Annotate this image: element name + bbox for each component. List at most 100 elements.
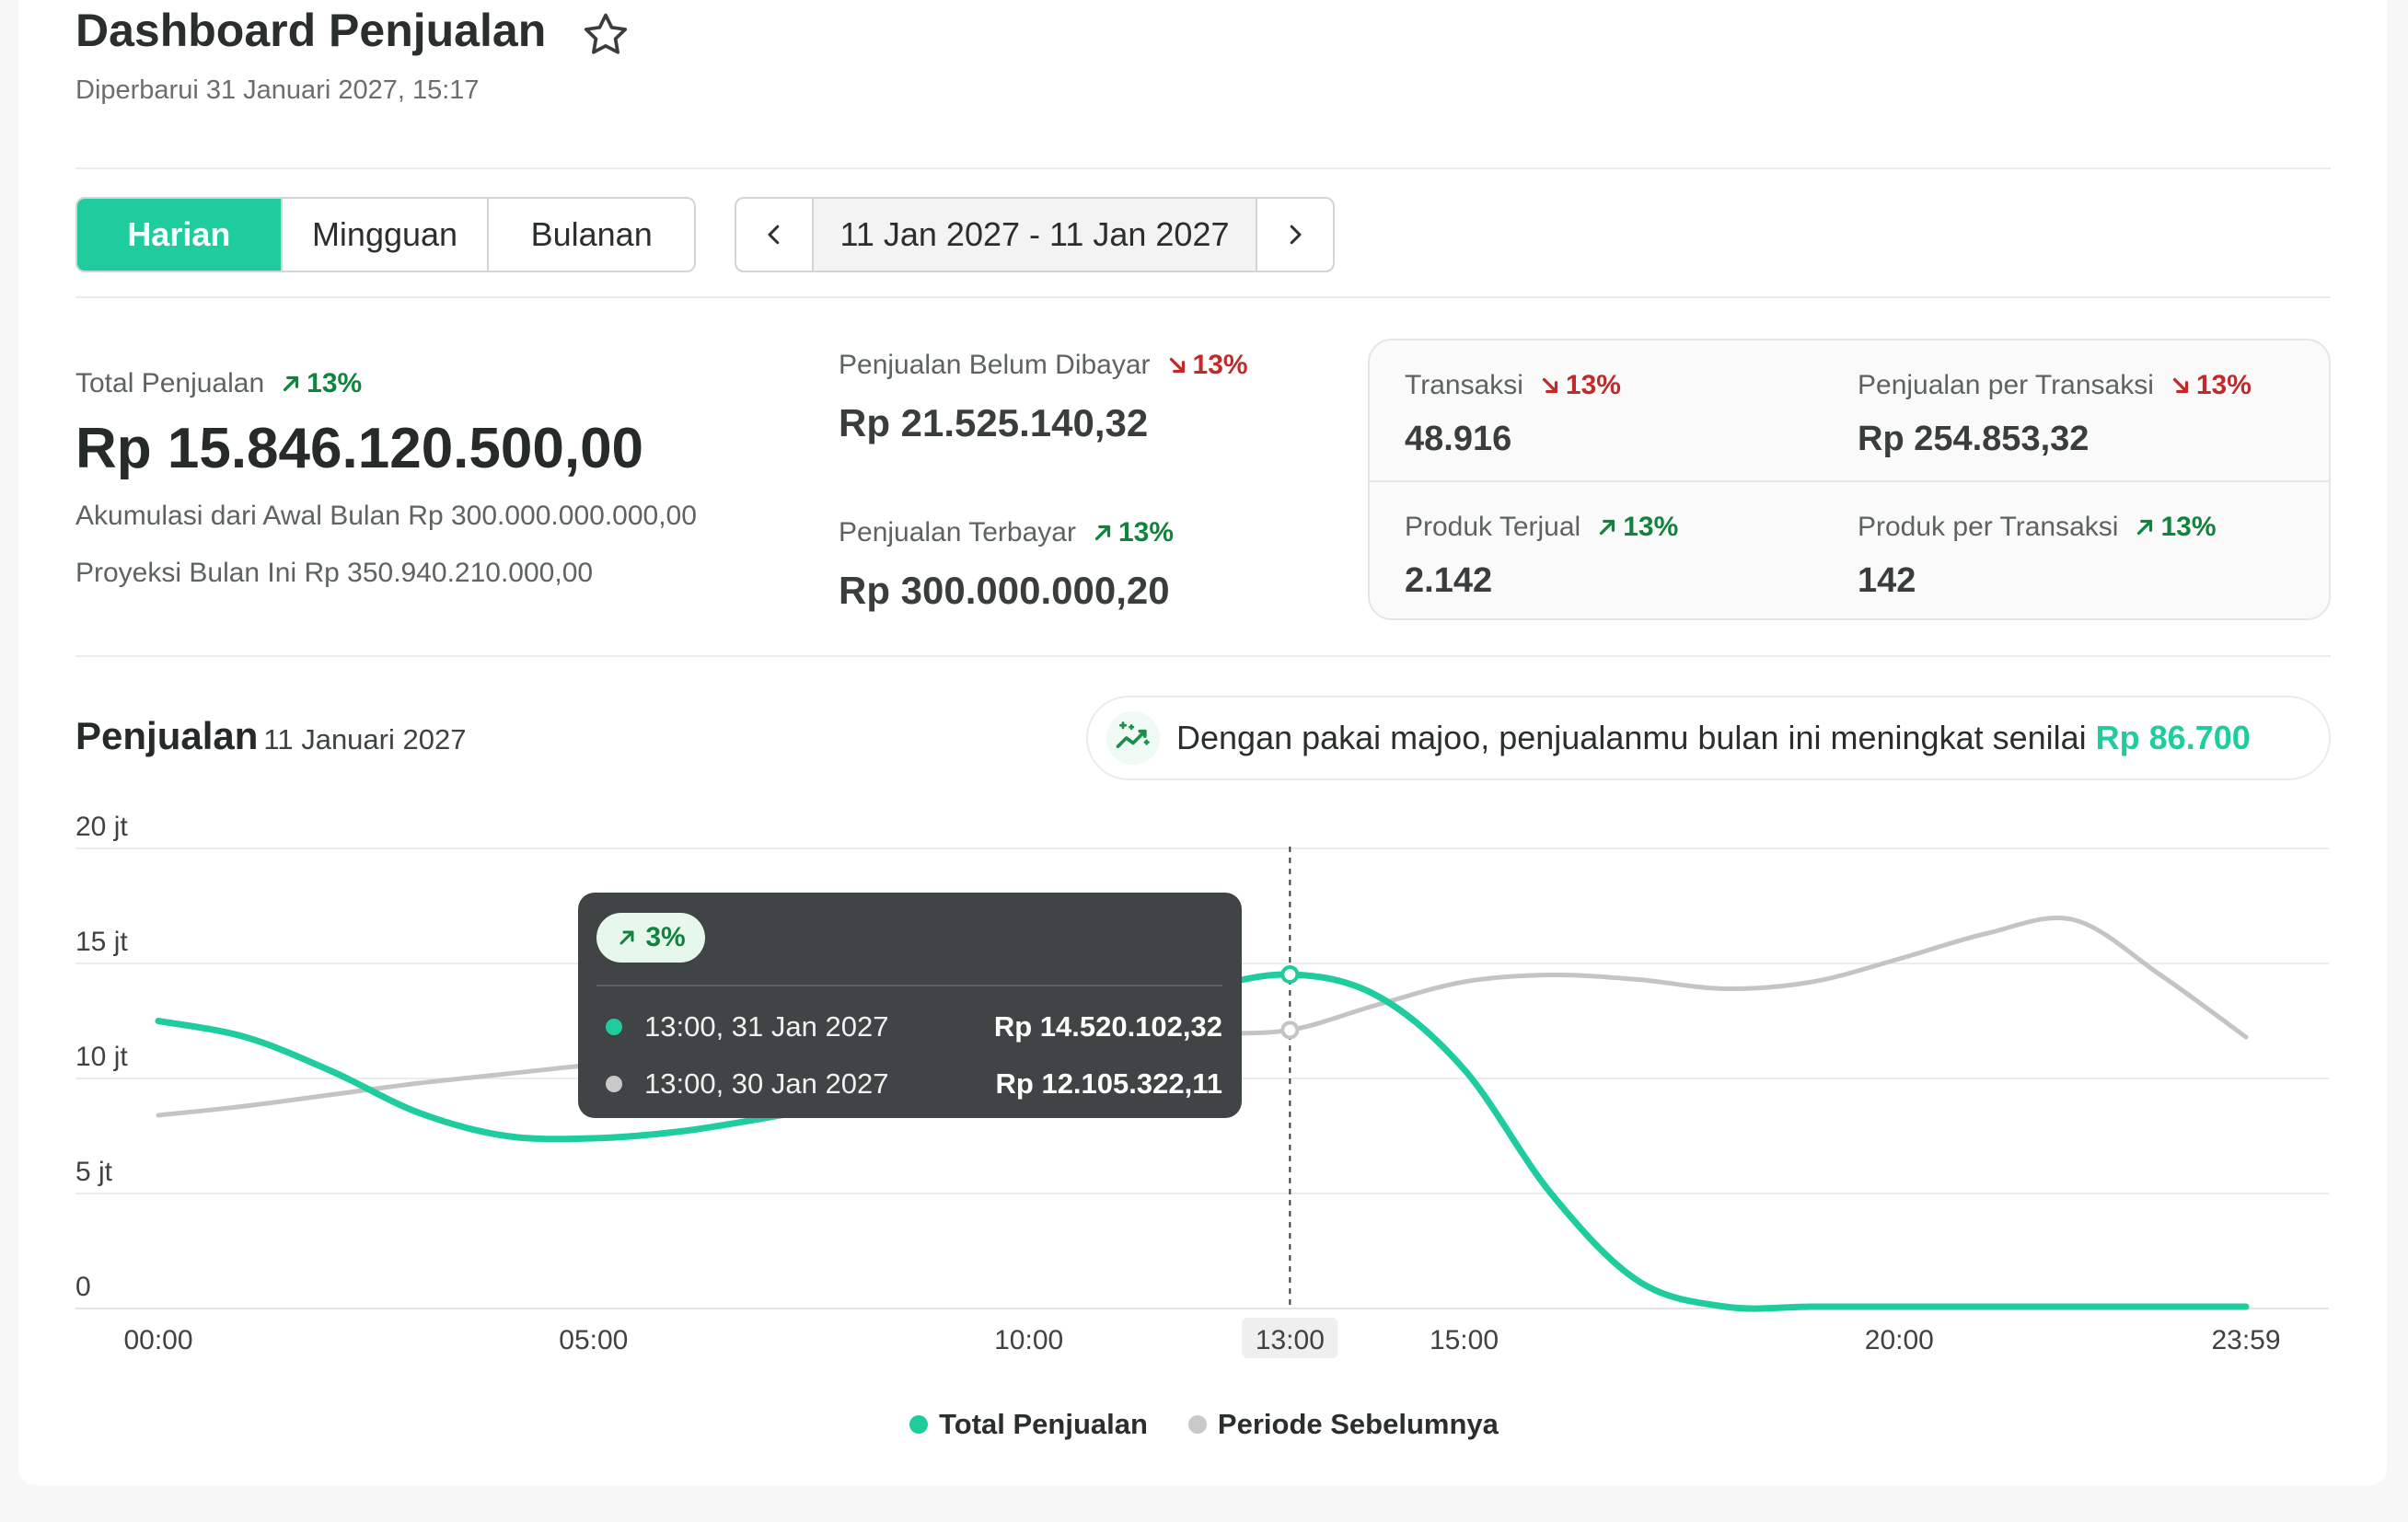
divider: [75, 655, 2331, 657]
arrow-up-right-icon: [2137, 519, 2153, 536]
tooltip-row-previous: 13:00, 30 Jan 2027 Rp 12.105.322,11: [606, 1067, 1222, 1101]
arrow-up-right-icon: [619, 930, 634, 945]
series-dot: [606, 1019, 622, 1035]
divider: [1370, 480, 2329, 482]
x-tick-label: 05:00: [559, 1325, 628, 1355]
y-tick-label: 0: [75, 1272, 91, 1302]
x-tick-label: 15:00: [1430, 1325, 1499, 1355]
x-tick-label: 20:00: [1865, 1325, 1934, 1355]
legend-label: Total Penjualan: [939, 1408, 1148, 1440]
tab-bulanan[interactable]: Bulanan: [530, 215, 653, 253]
trend-badge: 13%: [2169, 370, 2252, 401]
x-tick-label: 00:00: [123, 1325, 192, 1355]
date-range-label[interactable]: 11 Jan 2027 - 11 Jan 2027: [812, 199, 1257, 271]
trend-value: 13%: [1192, 350, 1248, 380]
page-title: Dashboard Penjualan: [75, 5, 547, 56]
arrow-up-right-icon: [1600, 519, 1615, 536]
total-sales-value: Rp 15.846.120.500,00: [75, 417, 644, 480]
promo-message: Dengan pakai majoo, penjualanmu bulan in…: [1176, 719, 2087, 756]
trend-badge: 13%: [1091, 517, 1174, 548]
y-tick-label: 15 jt: [75, 927, 128, 957]
divider: [75, 296, 2331, 298]
trend-badge: 13%: [1595, 512, 1678, 543]
trend-badge: 13%: [1165, 350, 1248, 381]
legend-item-total[interactable]: Total Penjualan: [909, 1408, 1148, 1441]
series-dot: [606, 1076, 622, 1092]
divider: [75, 167, 2331, 169]
next-date-button[interactable]: [1257, 199, 1333, 271]
projection-text: Proyeksi Bulan Ini Rp 350.940.210.000,00: [75, 558, 594, 588]
chart-date: 11 Januari 2027: [263, 723, 467, 755]
accumulation-text: Akumulasi dari Awal Bulan Rp 300.000.000…: [75, 501, 697, 531]
x-tick-highlight: [1242, 1318, 1338, 1358]
total-sales-label: Total Penjualan 13%: [75, 368, 362, 399]
period-tabs: Harian Mingguan Bulanan: [75, 197, 696, 272]
promo-amount: Rp 86.700: [2095, 719, 2251, 756]
paid-sales-value: Rp 300.000.000,20: [839, 569, 1170, 612]
chart-title-text: Penjualan: [75, 714, 259, 757]
highlight-point: [1280, 964, 1300, 984]
trend-value: 13%: [1565, 370, 1621, 400]
tooltip-time: 13:00, 30 Jan 2027: [644, 1067, 889, 1100]
trend-value: 13%: [2160, 512, 2217, 542]
legend-item-previous[interactable]: Periode Sebelumnya: [1187, 1408, 1499, 1441]
divider: [596, 985, 1222, 986]
y-tick-label: 10 jt: [75, 1042, 128, 1072]
trend-badge: 13%: [2133, 512, 2217, 543]
x-tick-label: 10:00: [994, 1325, 1063, 1355]
trend-badge: 13%: [1538, 370, 1621, 401]
chart-title: Penjualan 11 Januari 2027: [75, 714, 466, 758]
sparkle-trend-icon: [1106, 711, 1160, 765]
kpi-box: Transaksi 13% 48.916 Penjualan per Trans…: [1368, 339, 2331, 620]
tooltip-trend-value: 3%: [645, 922, 686, 952]
legend-dot: [909, 1415, 929, 1434]
metric-label: Produk per Transaksi: [1858, 512, 2119, 542]
prev-date-button[interactable]: [736, 199, 812, 271]
chevron-right-icon: [1290, 225, 1302, 245]
metric-label: Penjualan Terbayar: [839, 517, 1076, 548]
legend-dot: [1187, 1415, 1207, 1434]
arrow-down-right-icon: [1542, 377, 1558, 394]
metric-label: Penjualan Belum Dibayar: [839, 350, 1151, 380]
products-sold-label: Produk Terjual 13%: [1405, 512, 1678, 543]
trend-badge: 13%: [279, 368, 362, 399]
tooltip-value: Rp 12.105.322,11: [995, 1067, 1222, 1100]
trend-value: 13%: [307, 368, 363, 398]
metric-label: Transaksi: [1405, 370, 1523, 400]
sales-per-transaction-value: Rp 254.853,32: [1858, 420, 2090, 458]
trend-value: 13%: [1117, 517, 1175, 548]
tab-mingguan[interactable]: Mingguan: [283, 199, 490, 271]
x-tick-label: 13:00: [1256, 1325, 1325, 1355]
products-per-transaction-value: 142: [1858, 561, 1916, 600]
products-sold-value: 2.142: [1405, 561, 1493, 600]
products-per-transaction-label: Produk per Transaksi 13%: [1858, 512, 2217, 543]
paid-sales-label: Penjualan Terbayar 13%: [839, 517, 1174, 548]
date-range-picker: 11 Jan 2027 - 11 Jan 2027: [735, 197, 1335, 272]
chevron-left-icon: [768, 225, 780, 245]
transactions-label: Transaksi 13%: [1405, 370, 1621, 401]
unpaid-sales-label: Penjualan Belum Dibayar 13%: [839, 350, 1248, 381]
arrow-up-right-icon: [1094, 525, 1111, 541]
chart-legend: Total Penjualan Periode Sebelumnya: [0, 1408, 2408, 1441]
x-tick-label: 23:59: [2211, 1325, 2280, 1355]
metric-label: Produk Terjual: [1405, 512, 1581, 542]
transactions-value: 48.916: [1405, 420, 1512, 458]
arrow-down-right-icon: [1169, 357, 1185, 374]
metric-label: Total Penjualan: [75, 368, 265, 398]
tooltip-value: Rp 14.520.102,32: [993, 1010, 1222, 1043]
promo-text: Dengan pakai majoo, penjualanmu bulan in…: [1176, 719, 2251, 757]
tooltip-row-current: 13:00, 31 Jan 2027 Rp 14.520.102,32: [606, 1010, 1222, 1043]
arrow-down-right-icon: [2172, 377, 2188, 394]
tooltip-trend-badge: 3%: [596, 913, 705, 963]
sales-per-transaction-label: Penjualan per Transaksi 13%: [1858, 370, 2252, 401]
star-icon[interactable]: [580, 9, 631, 61]
last-updated-text: Diperbarui 31 Januari 2027, 15:17: [75, 75, 480, 105]
trend-value: 13%: [1623, 512, 1679, 542]
chart-tooltip: 3% 13:00, 31 Jan 2027 Rp 14.520.102,32 1…: [578, 893, 1242, 1118]
unpaid-sales-value: Rp 21.525.140,32: [839, 401, 1149, 444]
highlight-point: [1280, 1020, 1300, 1040]
arrow-up-right-icon: [284, 375, 299, 392]
y-tick-label: 5 jt: [75, 1157, 113, 1187]
tooltip-time: 13:00, 31 Jan 2027: [644, 1010, 889, 1043]
tab-harian[interactable]: Harian: [77, 199, 283, 271]
